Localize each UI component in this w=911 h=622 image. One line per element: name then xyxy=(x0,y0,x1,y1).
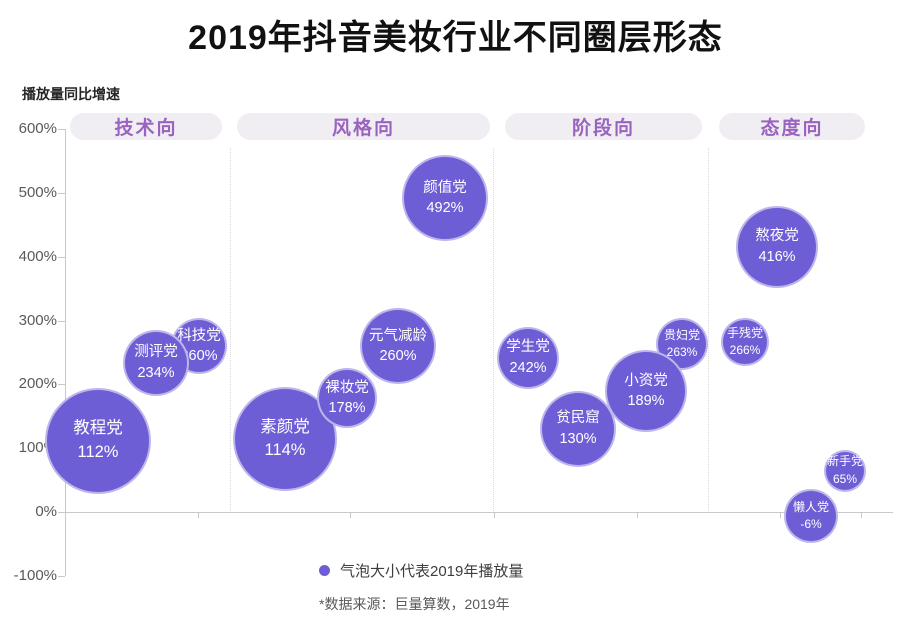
x-tick-mark xyxy=(494,513,495,518)
bubble-元气减龄: 元气减龄 260% xyxy=(360,308,436,385)
y-tick-label: 300% xyxy=(18,311,57,329)
bubble-value: -6% xyxy=(800,516,822,531)
bubble-新手党: 新手党 65% xyxy=(824,449,866,492)
legend-bubble-icon xyxy=(319,565,330,576)
bubble-贫民窟: 贫民窟 130% xyxy=(540,391,616,468)
bubble-label: 素颜党 xyxy=(260,417,310,436)
bubble-label: 教程党 xyxy=(73,419,123,438)
bubble-value: 260% xyxy=(180,348,218,365)
bubble-学生党: 学生党 242% xyxy=(497,326,559,389)
y-tick-label: 200% xyxy=(18,375,57,393)
bubble-value: 242% xyxy=(509,359,547,376)
bubble-label: 测评党 xyxy=(134,344,178,361)
x-tick-mark xyxy=(198,513,199,518)
bubble-label: 科技党 xyxy=(177,327,221,344)
y-axis-title: 播放量同比增速 xyxy=(22,86,120,102)
section-divider xyxy=(230,148,231,511)
bubble-value: 178% xyxy=(328,400,366,417)
x-tick-mark xyxy=(637,513,638,518)
bubble-value: 416% xyxy=(758,248,796,265)
category-pill-4: 态度向 xyxy=(719,113,865,140)
y-tick-label: 500% xyxy=(18,184,57,201)
bubble-教程党: 教程党 112% xyxy=(45,387,151,494)
category-pill-3: 阶段向 xyxy=(505,113,702,140)
bubble-value: 112% xyxy=(77,442,119,461)
bubble-手残党: 手残党 266% xyxy=(721,318,769,367)
section-divider xyxy=(493,148,494,511)
bubble-label: 懒人党 xyxy=(792,499,829,514)
x-tick-mark xyxy=(861,513,862,518)
y-tick-mark xyxy=(58,320,65,322)
page-title: 2019年抖音美妆行业不同圈层形态 xyxy=(188,19,723,57)
y-tick-label: 400% xyxy=(18,247,57,265)
bubble-value: 260% xyxy=(379,348,417,365)
y-tick-mark xyxy=(58,193,65,194)
y-tick-mark xyxy=(58,129,65,131)
bubble-value: 266% xyxy=(729,343,761,358)
bubble-熬夜党: 熬夜党 416% xyxy=(736,205,818,288)
bubble-value: 492% xyxy=(426,200,464,217)
bubble-value: 263% xyxy=(666,345,698,360)
x-tick-mark xyxy=(350,513,351,518)
data-source-note: *数据来源：巨量算数，2019年 xyxy=(319,596,510,612)
bubble-懒人党: 懒人党 -6% xyxy=(784,488,838,543)
bubble-value: 130% xyxy=(559,431,597,448)
chart-legend: 气泡大小代表2019年播放量 xyxy=(319,560,523,581)
bubble-value: 65% xyxy=(832,471,858,486)
y-tick-mark xyxy=(58,512,65,513)
bubble-value: 114% xyxy=(264,441,306,460)
zero-baseline xyxy=(65,512,893,513)
category-pill-1: 技术向 xyxy=(70,113,222,140)
bubble-label: 裸妆党 xyxy=(325,379,369,396)
y-tick-label: 600% xyxy=(18,120,57,138)
bubble-裸妆党: 裸妆党 178% xyxy=(317,368,377,429)
legend-label: 气泡大小代表2019年播放量 xyxy=(340,563,524,580)
y-tick-mark xyxy=(58,256,65,258)
bubble-颜值党: 颜值党 492% xyxy=(402,155,488,242)
bubble-label: 元气减龄 xyxy=(369,327,427,344)
bubble-label: 贫民窟 xyxy=(556,410,600,427)
section-divider xyxy=(708,148,709,511)
bubble-测评党: 测评党 234% xyxy=(123,329,189,396)
bubble-value: 234% xyxy=(137,364,175,381)
category-pill-2: 风格向 xyxy=(237,113,490,140)
y-axis-line xyxy=(65,129,66,576)
bubble-label: 新手党 xyxy=(826,454,863,469)
bubble-label: 熬夜党 xyxy=(755,228,799,244)
bubble-label: 贵妇党 xyxy=(663,328,700,343)
x-tick-mark xyxy=(780,513,781,518)
bubble-科技党: 科技党 260% xyxy=(171,318,227,375)
bubble-label: 颜值党 xyxy=(423,179,467,196)
y-tick-mark xyxy=(58,384,65,386)
y-tick-label: 0% xyxy=(35,503,57,520)
bubble-label: 学生党 xyxy=(506,339,550,356)
y-tick-label: -100% xyxy=(13,566,57,584)
bubble-label: 手残党 xyxy=(726,326,763,341)
y-tick-mark xyxy=(58,575,65,577)
bubble-value: 189% xyxy=(627,393,665,410)
bubble-label: 小资党 xyxy=(624,372,668,389)
bubble-小资党: 小资党 189% xyxy=(605,350,687,433)
